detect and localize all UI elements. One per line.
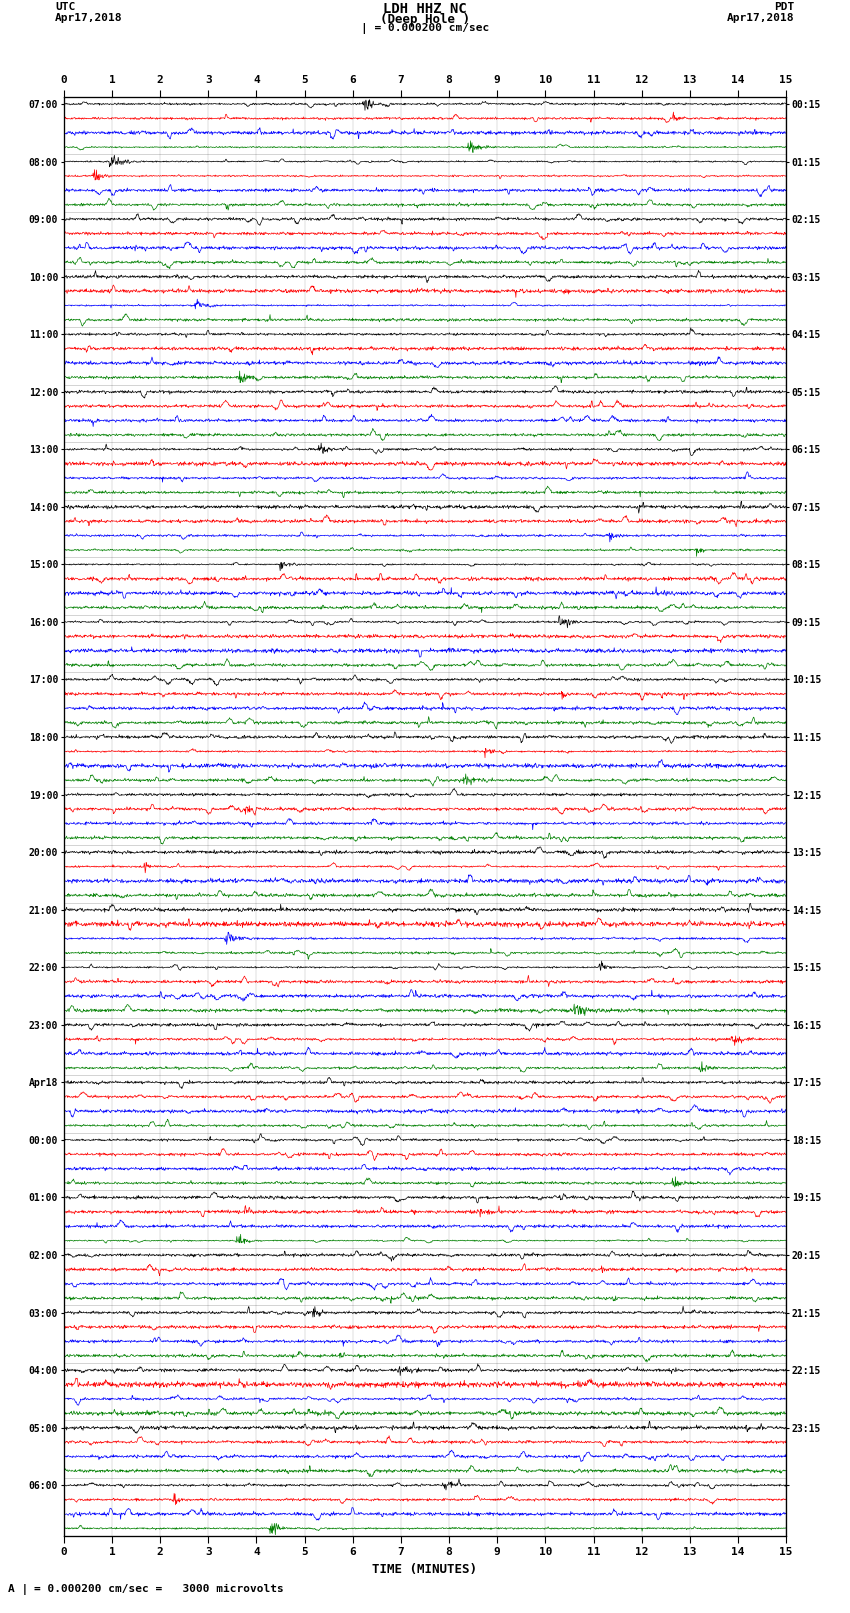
Text: Apr17,2018: Apr17,2018: [728, 13, 795, 23]
Text: A |: A |: [8, 1584, 29, 1595]
X-axis label: TIME (MINUTES): TIME (MINUTES): [372, 1563, 478, 1576]
Text: UTC: UTC: [55, 3, 76, 13]
Text: = 0.000200 cm/sec =   3000 microvolts: = 0.000200 cm/sec = 3000 microvolts: [34, 1584, 284, 1594]
Text: LDH HHZ NC: LDH HHZ NC: [383, 3, 467, 16]
Text: Apr17,2018: Apr17,2018: [55, 13, 122, 23]
Text: | = 0.000200 cm/sec: | = 0.000200 cm/sec: [361, 24, 489, 34]
Text: PDT: PDT: [774, 3, 795, 13]
Text: (Deep Hole ): (Deep Hole ): [380, 13, 470, 26]
